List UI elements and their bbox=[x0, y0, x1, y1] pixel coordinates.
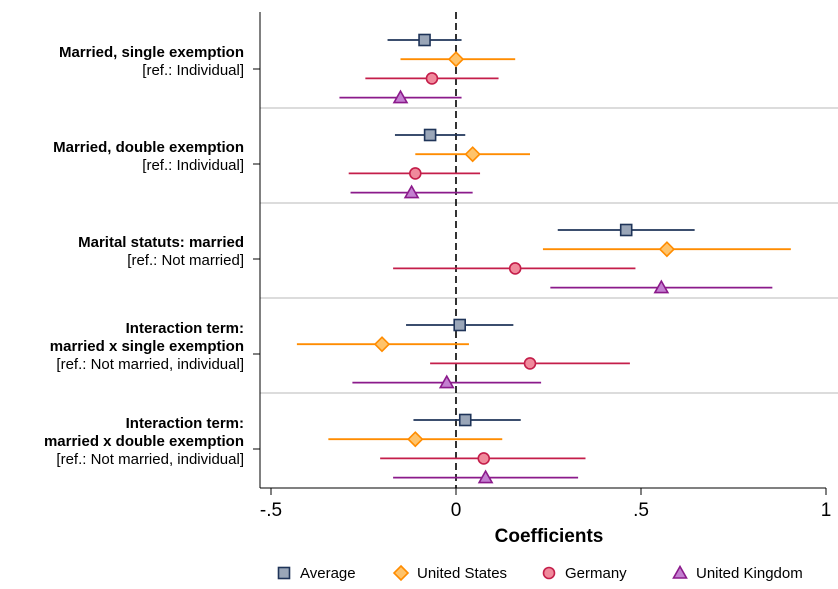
marker-square bbox=[423, 128, 437, 142]
category-reference: [ref.: Not married, individual] bbox=[56, 451, 244, 468]
x-tick-label: 0 bbox=[451, 500, 462, 521]
category-reference: [ref.: Not married] bbox=[127, 252, 244, 269]
x-axis-title: Coefficients bbox=[495, 526, 604, 547]
legend-entry: United States bbox=[417, 565, 507, 582]
series-united-states bbox=[296, 51, 791, 448]
legend-entry: Germany bbox=[565, 565, 627, 582]
legend-entry: United Kingdom bbox=[696, 565, 803, 582]
marker-circle bbox=[523, 357, 537, 370]
marker-square bbox=[277, 566, 291, 580]
marker-triangle bbox=[477, 469, 494, 484]
category-label: Married, single exemption bbox=[59, 44, 244, 61]
x-tick-label: .5 bbox=[633, 500, 649, 521]
category-label: married x double exemption bbox=[44, 433, 244, 450]
category-reference: [ref.: Individual] bbox=[142, 157, 244, 174]
x-tick-label: -.5 bbox=[260, 500, 282, 521]
marker-diamond bbox=[447, 51, 465, 68]
category-labels: Married, single exemption[ref.: Individu… bbox=[44, 44, 260, 468]
legend: Average United States Germany United Kingdo… bbox=[277, 564, 803, 582]
marker-triangle bbox=[392, 89, 409, 104]
marker-square bbox=[453, 318, 467, 332]
marker-circle bbox=[542, 566, 556, 580]
marker-diamond bbox=[464, 146, 481, 163]
marker-diamond bbox=[658, 241, 676, 258]
marker-circle bbox=[508, 262, 522, 275]
group-separators bbox=[260, 107, 838, 394]
category-reference: [ref.: Not married, individual] bbox=[56, 356, 244, 373]
marker-circle bbox=[477, 452, 491, 465]
category-label: Married, double exemption bbox=[53, 139, 244, 156]
marker-square bbox=[418, 33, 431, 47]
marker-triangle bbox=[672, 564, 688, 579]
marker-triangle bbox=[653, 279, 670, 294]
marker-diamond bbox=[407, 431, 424, 448]
axes: -.5 0 .5 1 Coefficients bbox=[259, 12, 832, 547]
marker-triangle bbox=[438, 374, 455, 389]
category-label: married x single exemption bbox=[50, 338, 244, 355]
marker-circle bbox=[425, 72, 439, 85]
category-label: Interaction term: bbox=[126, 320, 244, 337]
series-germany bbox=[348, 72, 636, 465]
category-reference: [ref.: Individual] bbox=[142, 62, 244, 79]
marker-diamond bbox=[373, 336, 391, 353]
data-series bbox=[296, 33, 791, 484]
marker-circle bbox=[408, 167, 422, 180]
marker-triangle bbox=[403, 184, 420, 199]
marker-square bbox=[458, 413, 472, 427]
x-tick-label: 1 bbox=[821, 500, 832, 521]
legend-entry: Average bbox=[300, 565, 356, 582]
category-label: Marital statuts: married bbox=[78, 234, 244, 251]
category-label: Interaction term: bbox=[126, 415, 244, 432]
marker-square bbox=[619, 223, 633, 237]
marker-diamond bbox=[392, 564, 410, 582]
series-united-kingdom bbox=[339, 89, 773, 484]
series-average bbox=[387, 33, 695, 427]
